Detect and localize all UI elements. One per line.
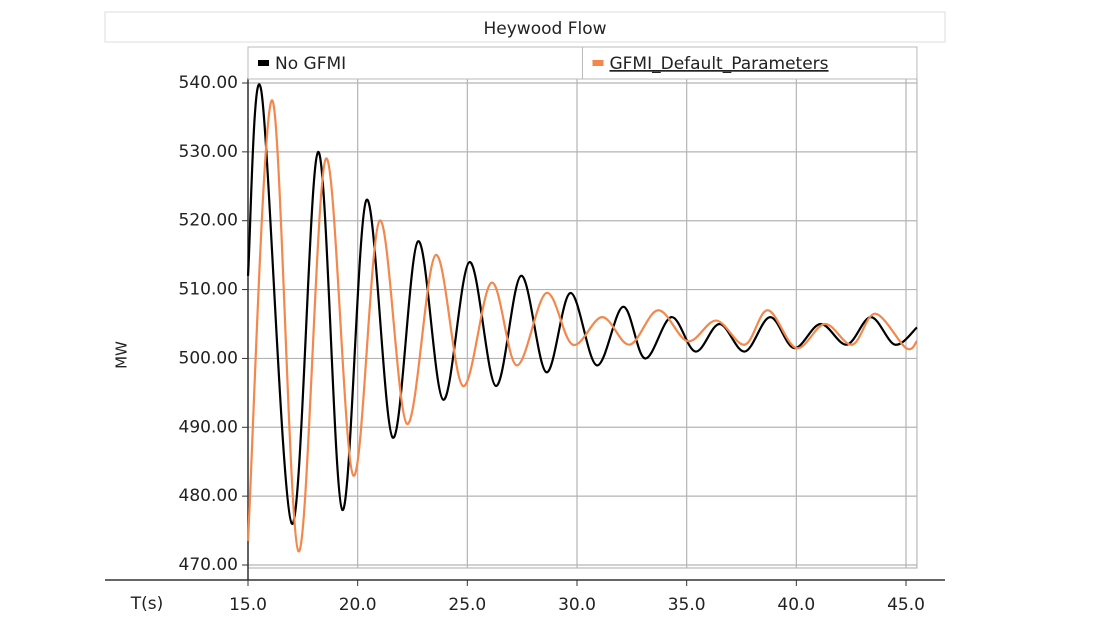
legend-label: No GFMI [275, 54, 346, 74]
y-tick-label: 470.00 [179, 555, 238, 575]
y-tick-label: 520.00 [179, 211, 238, 231]
legend-box [247, 46, 583, 80]
y-tick-label: 480.00 [179, 486, 238, 506]
title-bar [104, 11, 946, 43]
y-tick-label: 500.00 [179, 348, 238, 368]
series-line [246, 83, 918, 525]
legend-swatch [592, 60, 604, 66]
x-tick-label: 45.0 [887, 595, 925, 615]
x-tick-label: 20.0 [339, 595, 377, 615]
x-tick-label: 40.0 [777, 595, 815, 615]
legend-label: GFMI_Default_Parameters [609, 54, 828, 74]
series-line [246, 99, 918, 553]
y-tick-label: 490.00 [179, 417, 238, 437]
y-tick-label: 510.00 [179, 280, 238, 300]
x-tick-label: 35.0 [668, 595, 706, 615]
legend-swatch [258, 60, 269, 66]
y-axis-label: MW [113, 341, 131, 369]
x-tick-label: 15.0 [229, 595, 267, 615]
x-tick-label: 30.0 [558, 595, 596, 615]
chart-title: Heywood Flow [483, 19, 606, 39]
y-tick-label: 540.00 [179, 73, 238, 93]
x-axis-label: T(s) [130, 594, 164, 614]
y-tick-label: 530.00 [179, 142, 238, 162]
x-tick-label: 25.0 [448, 595, 486, 615]
legend-box [581, 46, 918, 80]
